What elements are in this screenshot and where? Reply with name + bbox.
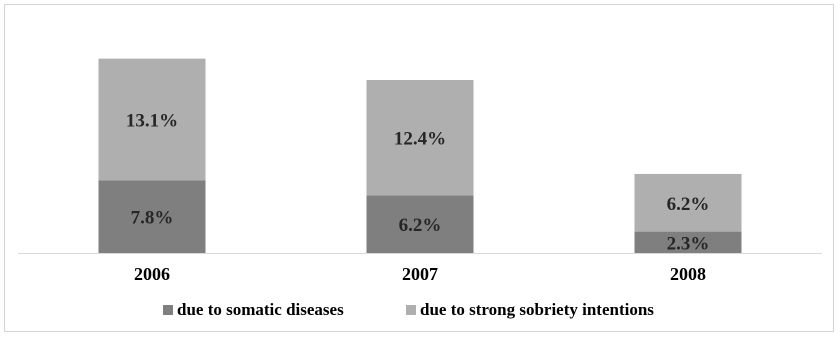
data-label-2008-series-2: 6.2%	[667, 194, 710, 215]
data-label-2006-series-1: 7.8%	[131, 208, 174, 229]
bar-2008-series-2	[634, 173, 742, 232]
data-label-2006-series-2: 13.1%	[126, 111, 178, 132]
bar-2006-series-1	[98, 180, 206, 253]
legend-label-1: due to somatic diseases	[177, 300, 344, 319]
bar-2006-series-2	[98, 58, 206, 181]
bar-2007-series-1	[366, 195, 474, 253]
legend-label-2: due to strong sobriety intentions	[420, 300, 654, 319]
x-tick-label-2008: 2008	[670, 264, 706, 284]
bar-2007-series-2	[366, 80, 474, 196]
data-label-2007-series-1: 6.2%	[399, 215, 442, 236]
bar-2008-series-1	[634, 231, 742, 253]
data-label-2007-series-2: 12.4%	[394, 129, 446, 150]
x-tick-label-2006: 2006	[134, 264, 170, 284]
legend-swatch-2	[406, 305, 416, 315]
x-tick-label-2007: 2007	[402, 264, 438, 284]
data-label-2008-series-1: 2.3%	[667, 233, 710, 254]
legend-swatch-1	[163, 305, 173, 315]
